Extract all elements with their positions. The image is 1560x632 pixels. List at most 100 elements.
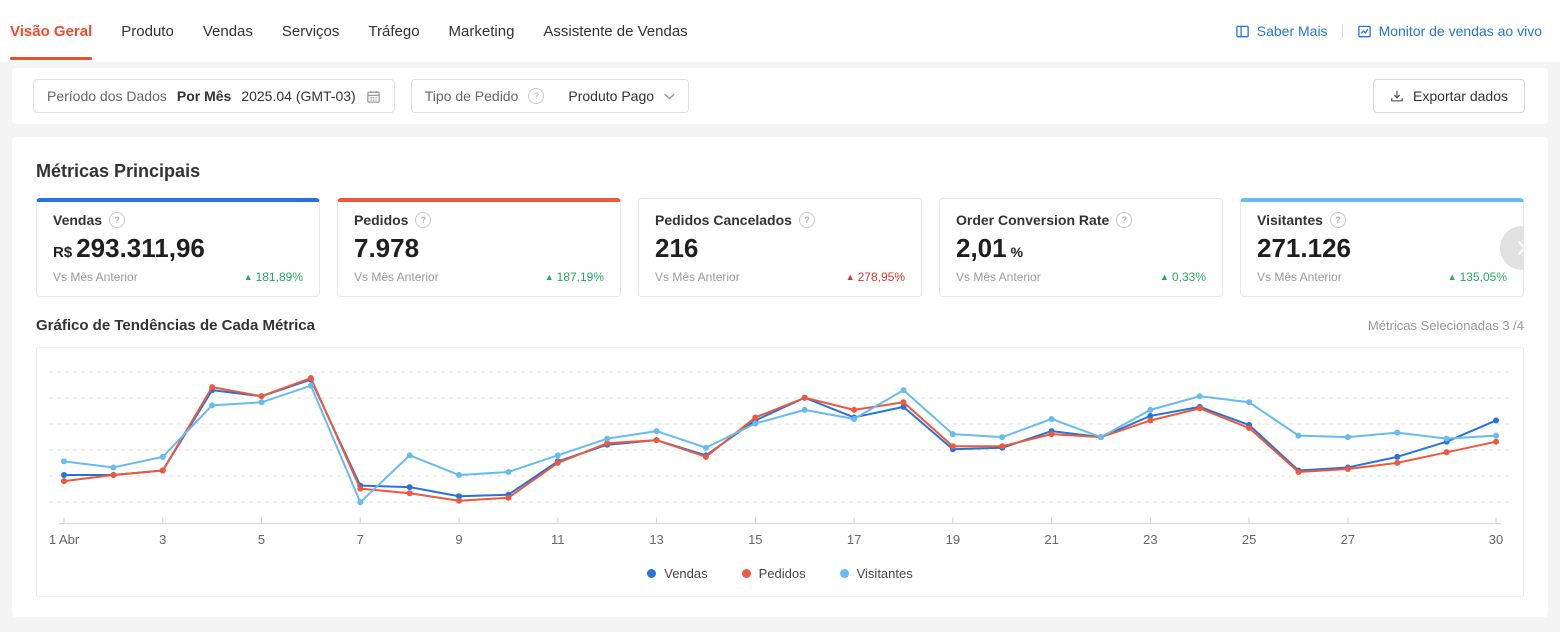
data-period-picker[interactable]: Período dos Dados Por Mês 2025.04 (GMT-0… (33, 79, 395, 113)
metric-compare-row: Vs Mês Anterior ▲ 135,05% (1257, 270, 1507, 284)
compare-label: Vs Mês Anterior (53, 270, 138, 284)
export-label: Exportar dados (1413, 88, 1508, 104)
help-icon[interactable]: ? (528, 88, 545, 104)
period-value: 2025.04 (GMT-03) (241, 88, 356, 104)
change-badge: ▲ 187,19% (545, 270, 604, 284)
legend-label: Vendas (664, 566, 708, 581)
svg-text:19: 19 (946, 532, 960, 547)
saber-mais-link[interactable]: Saber Mais (1235, 23, 1328, 39)
carousel-next-button[interactable] (1500, 225, 1524, 270)
tab-marketing[interactable]: Marketing (449, 0, 515, 62)
tab-assistente-de-vendas[interactable]: Assistente de Vendas (543, 0, 687, 62)
compare-label: Vs Mês Anterior (655, 270, 740, 284)
tab-vendas[interactable]: Vendas (203, 0, 253, 62)
change-value: 135,05% (1459, 270, 1507, 284)
metric-compare-row: Vs Mês Anterior ▲ 0,33% (956, 270, 1206, 284)
metric-value: 7.978 (354, 233, 604, 264)
metric-value-number: 293.311,96 (76, 233, 205, 263)
svg-text:30: 30 (1489, 532, 1503, 547)
download-icon (1390, 89, 1404, 103)
tab-visao-geral[interactable]: Visão Geral (10, 0, 93, 62)
metric-card-visitantes[interactable]: Visitantes ? 271.126 Vs Mês Anterior ▲ 1… (1240, 198, 1524, 297)
order-type-label: Tipo de Pedido (424, 88, 519, 104)
svg-text:17: 17 (847, 532, 861, 547)
metric-card-vendas[interactable]: Vendas ? R$ 293.311,96 Vs Mês Anterior ▲… (36, 198, 320, 297)
compare-label: Vs Mês Anterior (956, 270, 1041, 284)
legend-dot-icon (741, 569, 751, 578)
help-icon[interactable]: ? (798, 212, 815, 228)
order-type-select[interactable]: Tipo de Pedido ? Produto Pago (410, 79, 690, 113)
tab-label: Marketing (448, 22, 515, 40)
chevron-right-icon (1514, 240, 1524, 256)
compare-label: Vs Mês Anterior (1257, 270, 1342, 284)
percent-suffix: % (1010, 244, 1024, 260)
legend-item-vendas[interactable]: Vendas (647, 566, 708, 581)
svg-text:27: 27 (1341, 532, 1355, 547)
metric-title-row: Order Conversion Rate ? (956, 212, 1206, 228)
tab-label: Tráfego (368, 22, 420, 40)
legend-dot-icon (839, 569, 849, 578)
legend-label: Pedidos (758, 566, 806, 581)
metric-title-row: Vendas ? (53, 212, 303, 228)
tab-produto[interactable]: Produto (121, 0, 174, 62)
metric-card-order-conversion-rate[interactable]: Order Conversion Rate ? 2,01 % Vs Mês An… (939, 198, 1223, 297)
order-type-value: Produto Pago (568, 88, 655, 104)
metric-card-pedidos[interactable]: Pedidos ? 7.978 Vs Mês Anterior ▲ 187,19… (337, 198, 621, 297)
metric-value: 2,01 % (956, 233, 1206, 264)
metric-value: 271.126 (1257, 233, 1507, 264)
metric-value-number: 271.126 (1257, 233, 1351, 263)
tab-servicos[interactable]: Serviços (282, 0, 340, 62)
legend-item-pedidos[interactable]: Pedidos (741, 566, 806, 581)
change-badge: ▲ 278,95% (846, 270, 905, 284)
metric-label: Pedidos Cancelados (655, 212, 792, 228)
help-icon[interactable]: ? (1329, 212, 1346, 228)
help-icon[interactable]: ? (1116, 212, 1133, 228)
tab-label: Vendas (202, 22, 253, 40)
tab-label: Visão Geral (10, 22, 93, 40)
compare-label: Vs Mês Anterior (354, 270, 439, 284)
filter-bar: Período dos Dados Por Mês 2025.04 (GMT-0… (12, 68, 1548, 124)
triangle-up-icon: ▲ (845, 271, 855, 282)
live-monitor-icon (1357, 24, 1372, 39)
metric-card-pedidos-cancelados[interactable]: Pedidos Cancelados ? 216 Vs Mês Anterior… (638, 198, 922, 297)
help-icon[interactable]: ? (109, 212, 126, 228)
metric-title-row: Pedidos Cancelados ? (655, 212, 905, 228)
trend-chart-title: Gráfico de Tendências de Cada Métrica (36, 317, 315, 334)
svg-text:3: 3 (159, 532, 166, 547)
change-badge: ▲ 0,33% (1160, 270, 1206, 284)
saber-mais-label: Saber Mais (1256, 23, 1328, 39)
tab-label: Serviços (281, 22, 340, 40)
metric-value-number: 7.978 (354, 233, 420, 263)
svg-text:13: 13 (649, 532, 663, 547)
selected-metrics-count: Métricas Selecionadas 3 /4 (1367, 318, 1524, 333)
trend-chart-plot: 1 Abr 3 5 7 9 11 13 15 17 19 21 23 25 27 30 (37, 348, 1523, 551)
triangle-up-icon: ▲ (1160, 271, 1169, 282)
nav-right-links: Saber Mais Monitor de vendas ao vivo (1235, 23, 1542, 39)
currency-prefix: R$ (53, 244, 73, 261)
monitor-vendas-label: Monitor de vendas ao vivo (1378, 23, 1542, 39)
export-data-button[interactable]: Exportar dados (1373, 79, 1525, 113)
change-value: 0,33% (1171, 270, 1206, 284)
change-badge: ▲ 181,89% (244, 270, 303, 284)
metric-value: R$ 293.311,96 (53, 233, 303, 264)
calendar-icon (366, 89, 381, 104)
metric-title-row: Pedidos ? (354, 212, 604, 228)
triangle-up-icon: ▲ (243, 271, 253, 282)
change-badge: ▲ 135,05% (1448, 270, 1507, 284)
divider (1341, 24, 1343, 38)
tab-label: Assistente de Vendas (543, 22, 688, 40)
legend-item-visitantes[interactable]: Visitantes (839, 566, 913, 581)
trend-header: Gráfico de Tendências de Cada Métrica Mé… (36, 317, 1524, 334)
monitor-vendas-link[interactable]: Monitor de vendas ao vivo (1357, 23, 1542, 39)
metric-value-number: 216 (655, 233, 699, 263)
metric-value-number: 2,01 (956, 233, 1007, 263)
tab-trafego[interactable]: Tráfego (368, 0, 419, 62)
svg-text:25: 25 (1242, 532, 1256, 547)
help-icon[interactable]: ? (415, 212, 432, 228)
period-label: Período dos Dados (47, 88, 167, 104)
svg-text:7: 7 (357, 532, 364, 547)
metrics-section-title: Métricas Principais (36, 161, 201, 181)
change-value: 181,89% (255, 270, 303, 284)
metric-compare-row: Vs Mês Anterior ▲ 181,89% (53, 270, 303, 284)
metric-compare-row: Vs Mês Anterior ▲ 187,19% (354, 270, 604, 284)
